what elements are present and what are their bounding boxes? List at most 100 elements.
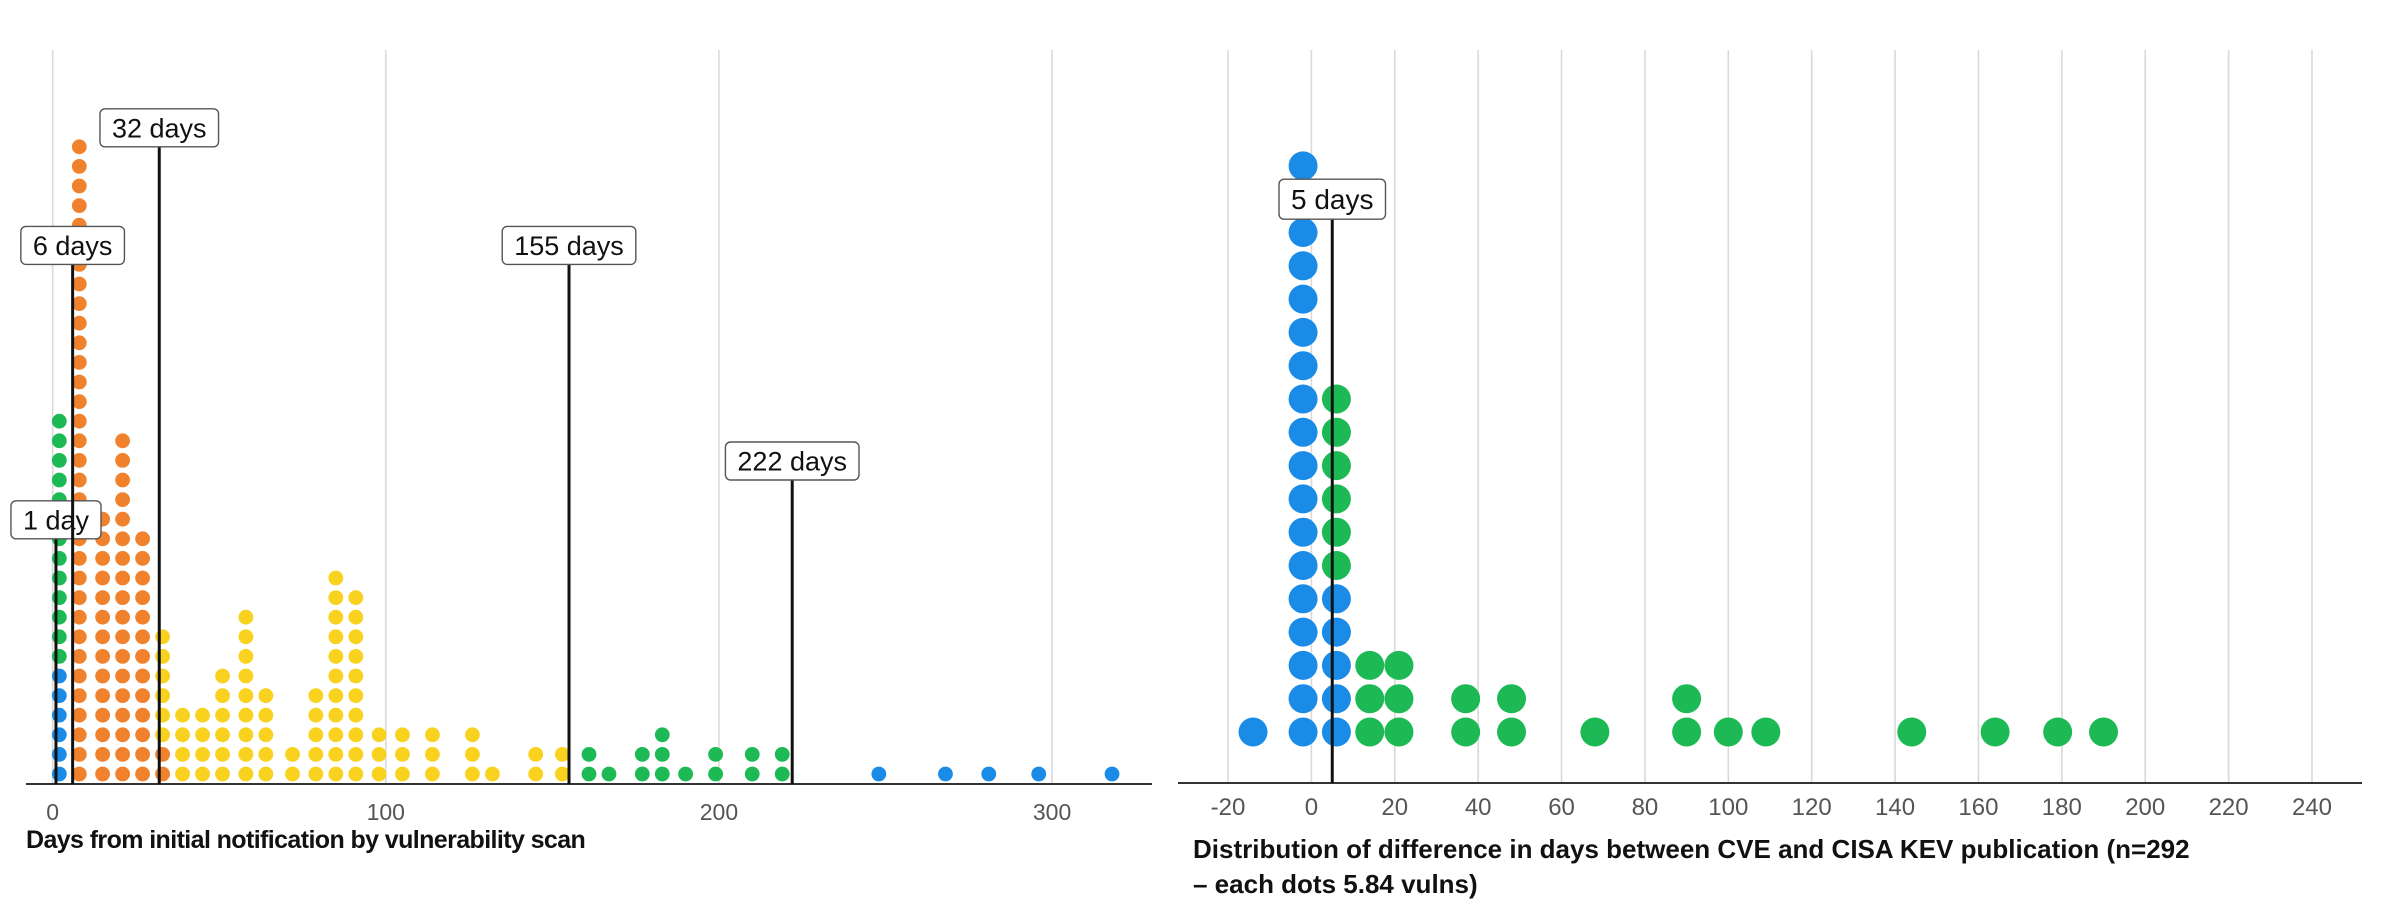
left-dot-yellow (328, 747, 344, 762)
left-dot-yellow (348, 649, 364, 664)
right-dot-green (1355, 684, 1385, 714)
left-dot-green (774, 747, 790, 762)
left-dot-green (708, 747, 723, 762)
right-dot-green (1355, 650, 1385, 680)
right-dot-green (1751, 717, 1781, 747)
left-dot-yellow (155, 688, 170, 703)
left-dot-orange (135, 629, 150, 645)
right-tick-label: 180 (2042, 794, 2082, 821)
right-dot-green (2089, 717, 2119, 747)
left-dot-blue (51, 688, 67, 703)
left-annotation-box (724, 441, 860, 481)
left-dot-yellow (155, 727, 170, 743)
left-dot-orange (135, 531, 150, 547)
left-dot-yellow (395, 747, 410, 762)
left-dot-orange (95, 609, 111, 625)
left-dot-orange (135, 747, 150, 762)
left-dot-yellow (328, 688, 344, 703)
right-tick-label: 40 (1465, 794, 1492, 821)
left-dot-yellow (371, 727, 387, 743)
left-dot-green (708, 766, 723, 782)
right-dot-blue (1288, 617, 1318, 647)
left-dot-orange (71, 609, 87, 625)
right-dot-green (1384, 650, 1414, 680)
left-dot-yellow (258, 747, 274, 762)
left-dot-yellow (155, 707, 170, 723)
right-dot-green (1451, 684, 1481, 714)
left-dot-orange (71, 668, 87, 684)
left-tick-label: 300 (1033, 799, 1071, 825)
right-dot-green (1451, 717, 1481, 747)
left-dot-orange (115, 727, 131, 743)
left-dot-orange (95, 668, 111, 684)
right-dot-green (1321, 517, 1351, 547)
right-annotation-box (1278, 178, 1387, 220)
left-dot-orange (71, 276, 87, 292)
right-dot-blue (1288, 650, 1318, 680)
left-dot-orange (115, 747, 131, 762)
left-dot-yellow (528, 747, 544, 762)
left-dot-green (51, 629, 67, 645)
right-tick-label: 120 (1792, 794, 1832, 821)
left-dot-yellow (328, 590, 344, 605)
left-dot-yellow (238, 727, 254, 743)
left-dot-orange (115, 688, 131, 703)
left-dot-yellow (554, 766, 570, 782)
left-dot-green (51, 609, 67, 625)
left-dot-yellow (238, 668, 254, 684)
right-tick-label: 160 (1958, 794, 1998, 821)
left-dot-yellow (175, 707, 190, 723)
right-dot-blue (1238, 717, 1268, 747)
left-dot-yellow (348, 629, 364, 645)
left-dot-orange (71, 315, 87, 331)
left-dot-orange (135, 727, 150, 743)
left-dot-yellow (348, 707, 364, 723)
right-tick-label: 20 (1381, 794, 1408, 821)
left-dot-yellow (175, 766, 190, 782)
left-dot-yellow (258, 766, 274, 782)
right-dot-blue (1321, 717, 1351, 747)
left-dot-yellow (258, 727, 274, 743)
left-dot-yellow (195, 747, 210, 762)
left-dot-yellow (465, 727, 480, 743)
left-dot-yellow (328, 668, 344, 684)
left-dot-yellow (258, 688, 274, 703)
left-dot-green (581, 747, 597, 762)
right-tick-label: 0 (1305, 794, 1318, 821)
right-tick-label: 80 (1632, 794, 1659, 821)
left-dot-orange (135, 766, 150, 782)
left-tick-label: 0 (46, 799, 59, 825)
left-dot-orange (71, 159, 87, 174)
left-dot-orange (115, 609, 131, 625)
left-dot-orange (71, 649, 87, 664)
left-dot-green (654, 747, 670, 762)
left-dot-yellow (215, 747, 230, 762)
left-dot-green (581, 766, 597, 782)
left-dot-yellow (285, 766, 300, 782)
left-annotation-box (20, 225, 126, 266)
left-dot-green (51, 413, 67, 429)
left-dot-yellow (328, 649, 344, 664)
right-tick-label: 200 (2125, 794, 2165, 821)
right-dot-green (1672, 717, 1702, 747)
left-dot-orange (115, 590, 131, 605)
left-dot-yellow (528, 766, 544, 782)
left-dot-orange (135, 609, 150, 625)
left-dot-yellow (285, 747, 300, 762)
left-dot-orange (71, 551, 87, 566)
right-dot-blue (1321, 617, 1351, 647)
left-dot-orange (135, 707, 150, 723)
right-dot-blue (1288, 417, 1318, 447)
left-dot-yellow (238, 766, 254, 782)
left-dot-yellow (348, 609, 364, 625)
right-dot-green (1321, 384, 1351, 414)
left-dot-blue (871, 766, 887, 782)
left-dot-yellow (238, 707, 254, 723)
left-dot-yellow (328, 609, 344, 625)
left-dot-orange (71, 394, 87, 409)
left-dot-orange (71, 707, 87, 723)
left-annotation-box (501, 225, 637, 266)
right-dot-green (1321, 551, 1351, 580)
left-dot-orange (115, 492, 131, 507)
left-dot-yellow (238, 747, 254, 762)
